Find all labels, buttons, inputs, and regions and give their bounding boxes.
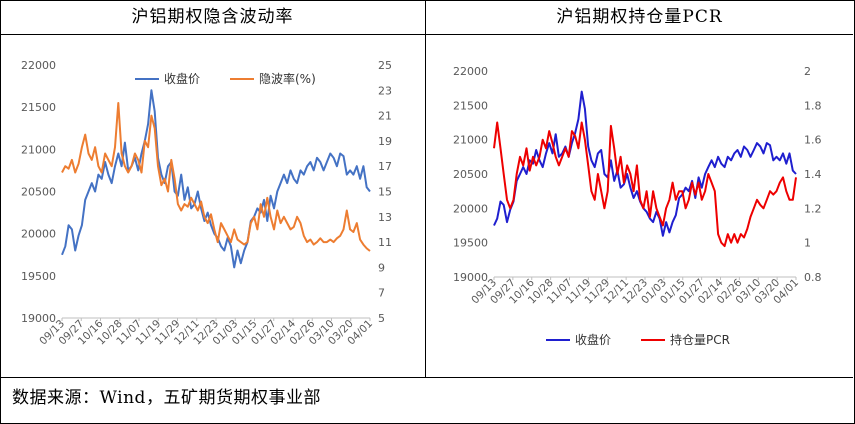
y-left-tick-label: 19000 xyxy=(21,312,56,325)
footer-divider xyxy=(0,377,853,378)
series-line-2 xyxy=(493,121,797,248)
series-line-2 xyxy=(61,102,371,252)
y-left-tick-label: 22000 xyxy=(21,59,56,72)
y-right-tick-label: 17 xyxy=(378,160,392,173)
y-left-tick-label: 19000 xyxy=(453,271,488,284)
legend-label-1: 收盘价 xyxy=(575,332,611,347)
y-right-tick-label: 9 xyxy=(378,261,385,274)
right-chart: 19000 19500 20000 20500 21000 21500 22000 0.8 1 1… xyxy=(453,65,822,347)
y-right-tick-label: 25 xyxy=(378,59,392,72)
y-left-tick-label: 21500 xyxy=(453,99,488,112)
y-left-tick-label: 22000 xyxy=(453,65,488,78)
y-right-tick-label: 1.8 xyxy=(804,99,822,112)
y-left-tick-label: 20500 xyxy=(21,186,56,199)
y-left-tick-label: 19500 xyxy=(453,237,488,250)
y-right-tick-label: 1 xyxy=(804,237,811,250)
legend-label-2: 隐波率(%) xyxy=(259,71,316,86)
legend-label-1: 收盘价 xyxy=(164,71,200,86)
y-right-tick-label: 0.8 xyxy=(804,271,822,284)
left-chart: 19000 19500 20000 20500 21000 21500 22000 5 7 9 11… xyxy=(21,59,392,348)
y-left-tick-label: 21500 xyxy=(21,101,56,114)
y-right-tick-label: 19 xyxy=(378,135,392,148)
y-right-tick-label: 1.6 xyxy=(804,134,822,147)
y-left-tick-label: 19500 xyxy=(21,270,56,283)
legend-label-2: 持仓量PCR xyxy=(670,332,730,347)
y-left-tick-label: 20000 xyxy=(453,202,488,215)
left-panel-title: 沪铝期权隐含波动率 xyxy=(131,7,294,27)
y-right-tick-label: 23 xyxy=(378,84,392,97)
title-divider xyxy=(0,34,853,35)
y-right-tick-label: 11 xyxy=(378,236,392,249)
y-right-tick-label: 15 xyxy=(378,186,392,199)
y-right-tick-label: 1.4 xyxy=(804,168,822,181)
y-right-tick-label: 21 xyxy=(378,110,392,123)
y-left-tick-label: 20000 xyxy=(21,228,56,241)
y-left-tick-label: 20500 xyxy=(453,168,488,181)
y-right-tick-label: 13 xyxy=(378,211,392,224)
series-line-1 xyxy=(493,90,797,237)
right-panel-title: 沪铝期权持仓量PCR xyxy=(556,7,723,27)
panel-divider xyxy=(425,0,426,377)
y-right-tick-label: 2 xyxy=(804,65,811,78)
data-source-note: 数据来源：Wind，五矿期货期权事业部 xyxy=(12,388,321,408)
y-left-tick-label: 21000 xyxy=(21,143,56,156)
y-right-tick-label: 5 xyxy=(378,312,385,325)
y-right-tick-label: 1.2 xyxy=(804,202,822,215)
y-right-tick-label: 7 xyxy=(378,287,385,300)
y-left-tick-label: 21000 xyxy=(453,134,488,147)
